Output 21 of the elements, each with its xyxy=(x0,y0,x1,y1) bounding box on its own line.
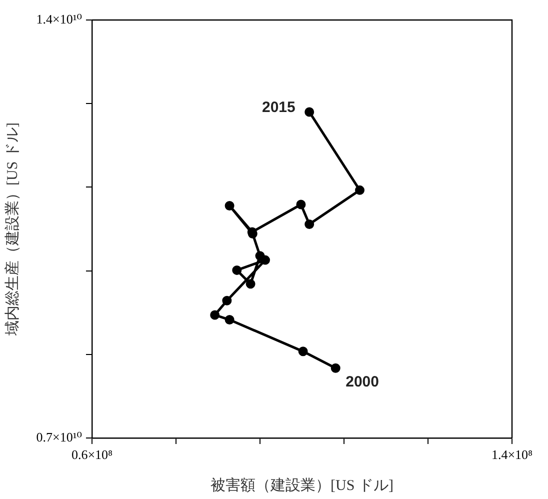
annotation: 2000 xyxy=(346,373,379,390)
y-tick-label: 1.4×10¹⁰ xyxy=(36,11,82,26)
point xyxy=(298,346,308,356)
y-tick-label: 0.7×10¹⁰ xyxy=(36,429,82,444)
point xyxy=(296,200,306,210)
point xyxy=(330,363,340,373)
point xyxy=(222,296,232,306)
annotation: 2015 xyxy=(262,99,296,116)
point xyxy=(224,200,234,210)
point xyxy=(224,315,234,325)
point xyxy=(304,219,314,229)
y-axis-title: 域内総生産（建設業）[US ドル] xyxy=(4,122,21,336)
point xyxy=(210,310,220,320)
point xyxy=(232,265,242,275)
point xyxy=(246,279,256,289)
x-tick-label: 0.6×10⁸ xyxy=(71,447,114,462)
x-axis-title: 被害額（建設業）[US ドル] xyxy=(210,476,394,494)
x-tick-label: 1.4×10⁸ xyxy=(491,447,534,462)
point xyxy=(304,107,314,117)
point xyxy=(255,251,265,261)
point xyxy=(355,185,364,195)
